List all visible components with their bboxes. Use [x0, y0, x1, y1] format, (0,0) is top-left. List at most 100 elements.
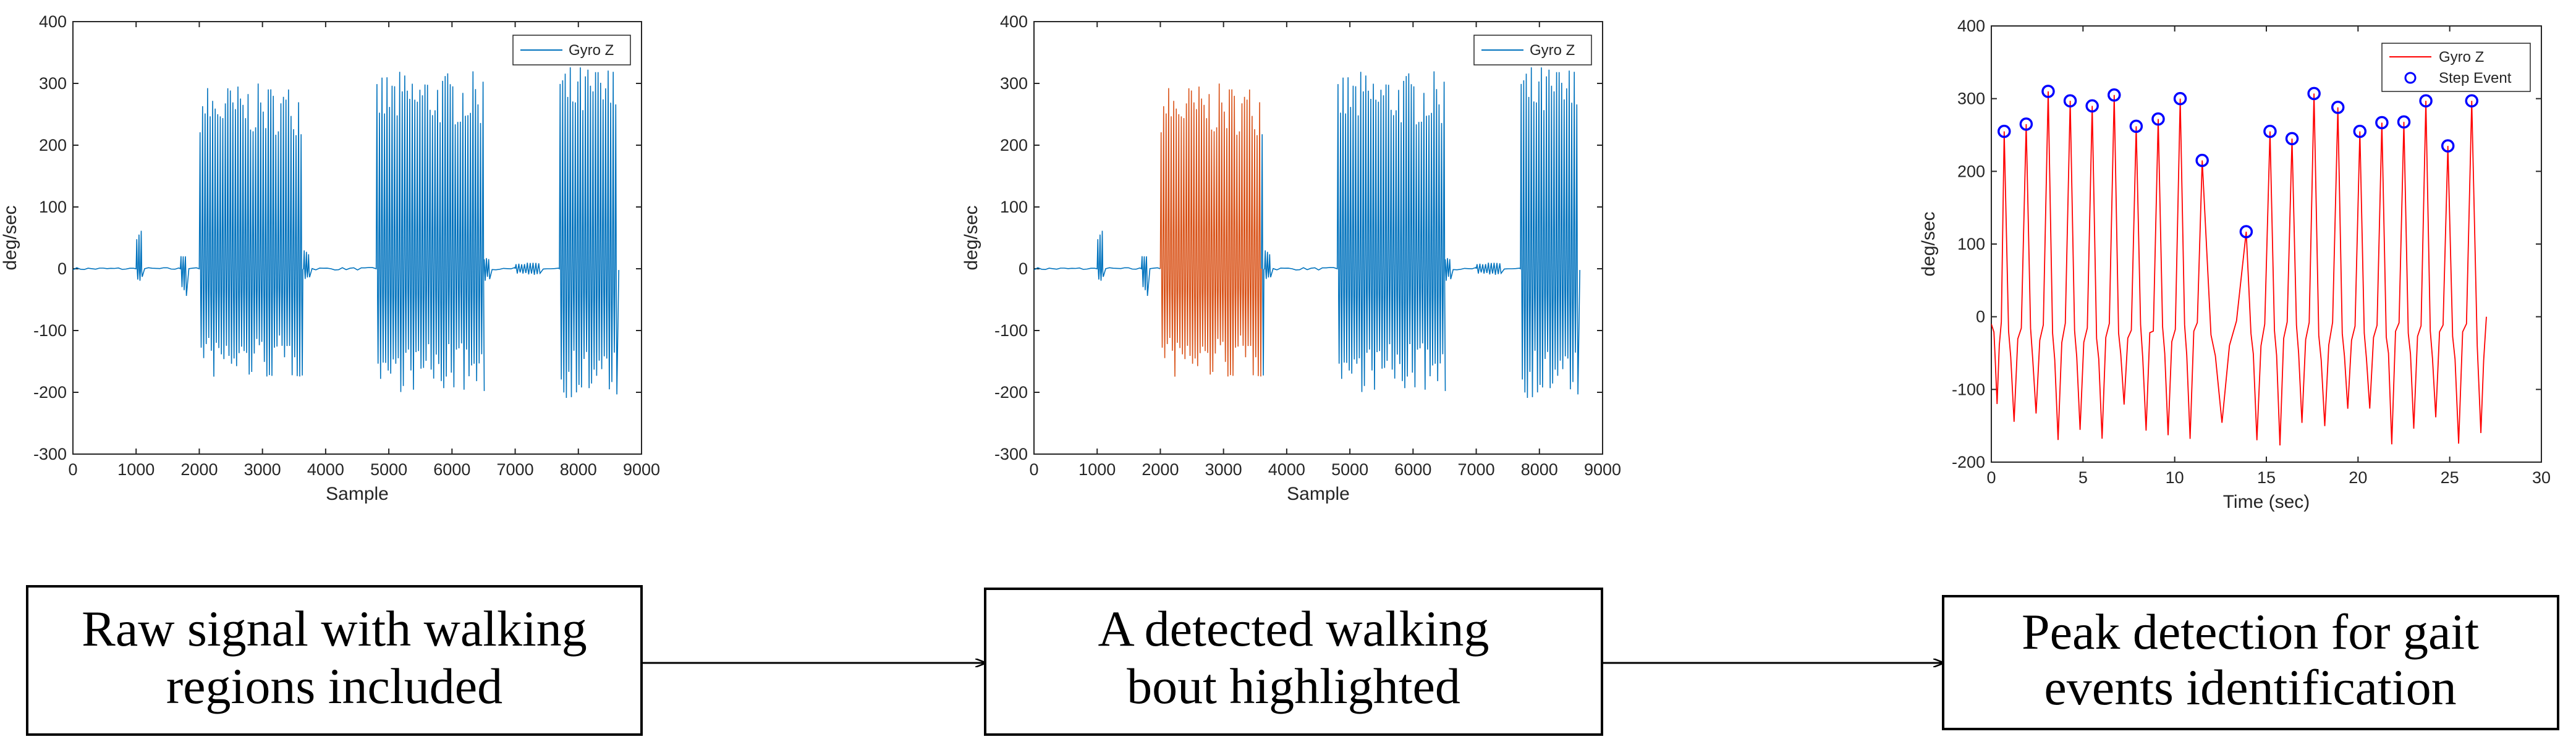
x-tick-label: 6000 — [433, 460, 470, 479]
x-tick-label: 8000 — [560, 460, 597, 479]
step-event-marker — [2307, 86, 2321, 101]
step-event-marker — [2151, 112, 2165, 126]
legend-label: Gyro Z — [569, 42, 614, 59]
step-event-marker — [2019, 117, 2033, 131]
y-tick-label: -300 — [33, 445, 67, 463]
step-event-marker — [1998, 124, 2011, 138]
series-line-highlighted-bout — [1159, 83, 1262, 377]
step-event-marker — [2129, 119, 2143, 133]
series-line-gyro-z — [1034, 230, 1161, 296]
x-tick-label: 7000 — [497, 460, 534, 479]
x-tick-label: 30 — [2532, 468, 2551, 487]
step-event-marker — [2465, 94, 2479, 108]
legend-label: Gyro Z — [2439, 49, 2484, 65]
caption-line: regions included — [166, 658, 502, 714]
x-tick-label: 8000 — [1521, 460, 1558, 479]
caption-line: Raw signal with walking — [82, 601, 587, 657]
legend-label: Gyro Z — [1530, 42, 1575, 59]
caption-box-walking-bout: A detected walking bout highlighted — [984, 588, 1603, 736]
walking-bout-plot: 0 1000 2000 3000 4000 5000 6000 7000 8000 9000-30… — [961, 12, 1621, 504]
series-layer — [1991, 85, 2487, 446]
step-event-marker — [2085, 99, 2099, 113]
x-tick-label: 5000 — [1331, 460, 1368, 479]
x-tick-label: 7000 — [1458, 460, 1495, 479]
y-tick-label: -100 — [994, 321, 1028, 340]
series-line-gyro-z — [1261, 67, 1580, 398]
x-tick-label: 25 — [2441, 468, 2459, 487]
series-line-gyro-z — [73, 67, 619, 398]
y-tick-label: 100 — [1957, 235, 1985, 253]
plot-area — [1991, 25, 2542, 463]
step-event-marker — [2263, 124, 2277, 138]
x-tick-label: 9000 — [623, 460, 660, 479]
caption-box-raw-signal: Raw signal with walking regions included — [26, 585, 643, 736]
y-tick-label: 400 — [1000, 12, 1028, 31]
peak-detection-plot: 0 5 10 15 20 25 30 -200 -100 0 100 200 300 400 Time (s… — [1918, 17, 2551, 512]
y-tick-label: 0 — [57, 259, 67, 278]
x-tick-label: 20 — [2349, 468, 2367, 487]
y-tick-label: 200 — [1957, 162, 1985, 180]
y-tick-label: 300 — [39, 74, 67, 93]
step-event-marker — [2419, 94, 2433, 108]
y-axis-label: deg/sec — [961, 205, 981, 270]
step-event-marker — [2041, 85, 2055, 98]
series-layer — [1034, 67, 1580, 398]
x-tick-label: 1000 — [117, 460, 155, 479]
legend-label: Step Event — [2439, 70, 2512, 86]
legend-box — [2381, 43, 2531, 92]
plot-area — [72, 21, 642, 455]
step-event-marker — [2063, 94, 2077, 108]
step-event-marker — [2331, 101, 2345, 114]
series-layer — [73, 67, 619, 398]
y-tick-label: 100 — [39, 198, 67, 216]
x-axis-label: Time (sec) — [2223, 492, 2310, 512]
x-tick-label: 5000 — [370, 460, 407, 479]
step-event-marker — [2353, 124, 2367, 138]
x-tick-label: 0 — [1029, 460, 1038, 479]
x-tick-label: 10 — [2166, 468, 2184, 487]
legend-marker — [2404, 72, 2417, 84]
caption-line: A detected walking — [1098, 601, 1489, 657]
step-event-marker — [2397, 115, 2411, 129]
x-tick-label: 4000 — [1268, 460, 1305, 479]
x-tick-label: 1000 — [1078, 460, 1116, 479]
x-tick-label: 0 — [1986, 468, 1996, 487]
x-axis-label: Sample — [1287, 484, 1350, 504]
y-tick-label: 0 — [1019, 259, 1028, 278]
y-tick-label: 200 — [39, 136, 67, 154]
x-tick-label: 3000 — [244, 460, 281, 479]
y-tick-label: -200 — [994, 383, 1028, 402]
x-tick-label: 0 — [68, 460, 77, 479]
caption-line: bout highlighted — [1127, 658, 1460, 714]
y-tick-label: 400 — [1957, 17, 1985, 35]
step-event-marker — [2173, 91, 2187, 106]
y-tick-label: 300 — [1957, 90, 1985, 108]
step-event-marker — [2239, 225, 2253, 238]
x-tick-label: 5 — [2078, 468, 2088, 487]
y-tick-label: 400 — [39, 12, 67, 31]
y-axis-label: deg/sec — [1918, 211, 1939, 276]
y-tick-label: 300 — [1000, 74, 1028, 93]
step-event-marker — [2375, 116, 2389, 130]
x-axis-label: Sample — [326, 484, 389, 504]
y-tick-label: -100 — [33, 321, 67, 340]
x-tick-label: 4000 — [307, 460, 344, 479]
step-event-marker — [2195, 153, 2209, 167]
caption-line: events identification — [2044, 659, 2456, 715]
step-event-marker — [2285, 132, 2299, 146]
x-tick-label: 2000 — [180, 460, 218, 479]
y-tick-label: -100 — [1952, 380, 1985, 398]
x-tick-label: 15 — [2257, 468, 2276, 487]
y-tick-label: -200 — [1952, 453, 1985, 471]
x-tick-label: 6000 — [1394, 460, 1431, 479]
x-tick-label: 9000 — [1584, 460, 1621, 479]
caption-box-peak-detection: Peak detection for gait events identific… — [1942, 595, 2559, 730]
plot-area — [1033, 21, 1603, 455]
y-axis-label: deg/sec — [0, 205, 20, 270]
step-event-marker — [2441, 139, 2455, 153]
y-tick-label: 0 — [1976, 308, 1985, 326]
raw-signal-plot: 0 1000 2000 3000 4000 5000 6000 7000 8000 9000-30… — [0, 12, 660, 504]
x-tick-label: 3000 — [1205, 460, 1242, 479]
y-tick-label: -200 — [33, 383, 67, 402]
